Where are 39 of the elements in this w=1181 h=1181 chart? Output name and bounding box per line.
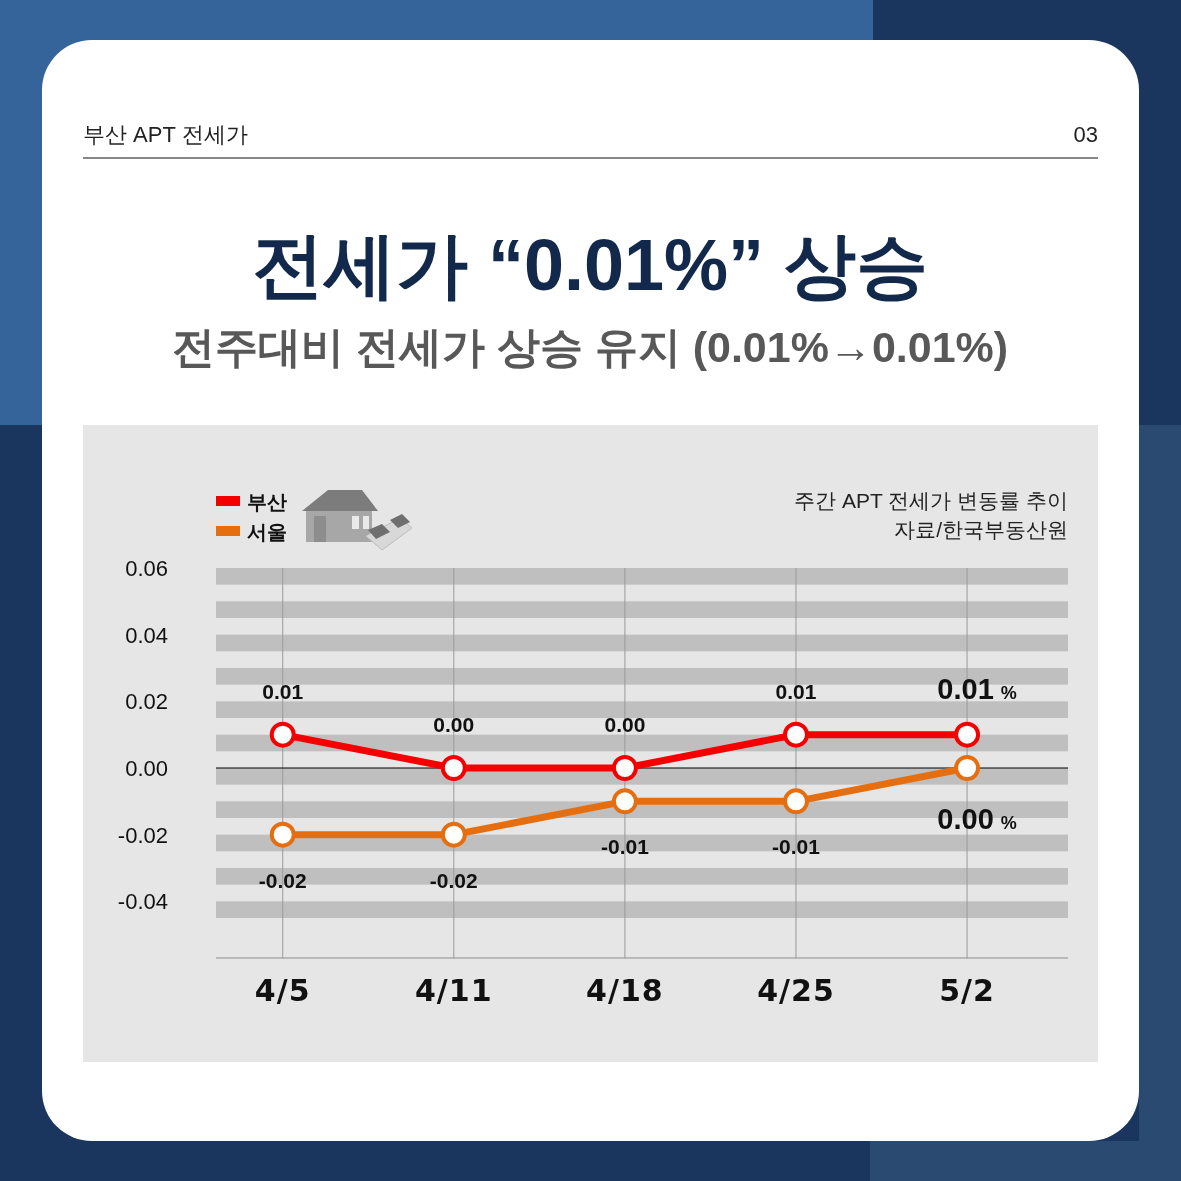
chart-subtitle: 전주대비 전세가 상승 유지 (0.01%→0.01%) [171, 323, 1009, 371]
point [783, 721, 809, 748]
data-label: -0.02 [258, 868, 307, 892]
data-label: -0.01 [600, 835, 650, 859]
data-label: 0.01 % [937, 672, 1017, 705]
data-label: -0.01 [772, 835, 821, 859]
text: 03 [1073, 122, 1098, 147]
y-tick-label: -0.02 [117, 822, 168, 848]
point [954, 755, 981, 781]
x-tick-label: 4/11 [415, 973, 493, 1008]
data-label: 0.01 [262, 679, 304, 703]
point [269, 721, 296, 748]
point [269, 821, 296, 848]
x-tick-label: 5/2 [939, 973, 995, 1008]
chart-title: 전세가 “0.01%” 상승 [251, 225, 929, 305]
point [611, 788, 638, 815]
data-label: 0.00 % [937, 803, 1017, 835]
data-label: 0.00 [433, 713, 475, 736]
point [783, 788, 809, 815]
point [440, 821, 467, 848]
point [440, 755, 467, 781]
point [611, 755, 638, 781]
data-label: 0.00 [604, 713, 646, 736]
text: 자료/한국부동산원 [894, 518, 1068, 541]
y-tick-label: 0.04 [125, 622, 168, 648]
x-tick-label: 4/18 [586, 973, 664, 1008]
x-tick-label: 4/5 [254, 973, 311, 1008]
point [954, 721, 981, 748]
legend-label: 서울 [247, 521, 287, 543]
y-tick-label: 0.02 [125, 689, 168, 715]
legend-label: 부산 [247, 491, 287, 513]
y-tick-label: 0.00 [125, 756, 168, 781]
data-label: 0.01 [775, 679, 817, 703]
text: 주간 APT 전세가 변동률 추이 [794, 489, 1068, 512]
data-label: -0.02 [429, 868, 478, 892]
text: 부산 APT 전세가 [83, 122, 248, 147]
y-tick-label: -0.04 [117, 889, 168, 915]
y-tick-label: 0.06 [125, 556, 168, 581]
x-tick-label: 4/25 [757, 973, 835, 1008]
